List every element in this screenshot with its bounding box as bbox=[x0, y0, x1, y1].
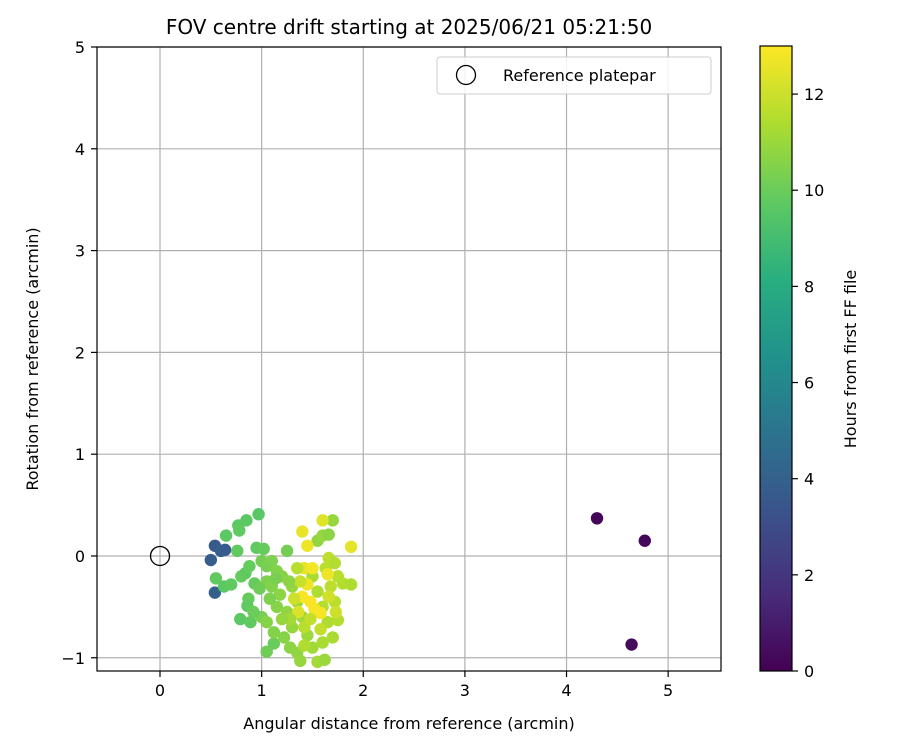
scatter-point bbox=[265, 554, 279, 568]
x-tick-label: 1 bbox=[257, 681, 267, 700]
plot-frame bbox=[96, 46, 722, 672]
colorbar-tick-label: 10 bbox=[804, 181, 824, 200]
scatter-point bbox=[260, 615, 273, 629]
scatter-point bbox=[638, 534, 651, 547]
grid-lines bbox=[97, 46, 721, 671]
scatter-point bbox=[282, 575, 296, 588]
x-axis-label: Angular distance from reference (arcmin) bbox=[243, 714, 574, 733]
scatter-point bbox=[301, 539, 314, 552]
scatter-point bbox=[252, 508, 265, 521]
legend-marker-open-circle bbox=[455, 64, 477, 86]
colorbar-tick-label: 4 bbox=[804, 470, 814, 489]
scatter-point bbox=[322, 590, 335, 603]
scatter-point bbox=[287, 592, 301, 605]
scatter-point bbox=[269, 572, 283, 585]
scatter-point bbox=[204, 553, 218, 567]
scatter-point bbox=[231, 544, 244, 558]
scatter-point bbox=[314, 606, 327, 620]
scatter-point bbox=[243, 559, 256, 573]
legend-label-reference-platepar: Reference platepar bbox=[503, 66, 656, 85]
colorbar: 0 2 4 6 8 10 12 Hours from first FF file bbox=[759, 45, 860, 681]
scatter-point bbox=[314, 623, 327, 636]
legend: Reference platepar bbox=[436, 56, 712, 95]
legend-box bbox=[436, 56, 712, 95]
scatter-point bbox=[257, 542, 270, 556]
colorbar-tick-label: 8 bbox=[804, 277, 814, 296]
y-tick-label: 1 bbox=[75, 445, 85, 464]
scatter-point bbox=[244, 615, 257, 629]
scatter-point bbox=[277, 631, 291, 644]
scatter-point bbox=[298, 639, 311, 652]
y-axis-label: Rotation from reference (arcmin) bbox=[23, 227, 42, 490]
scatter-point bbox=[296, 525, 309, 538]
scatter-point bbox=[304, 612, 317, 626]
scatter-point bbox=[344, 540, 358, 554]
x-tick-label: 5 bbox=[663, 681, 673, 700]
y-tick-label: 4 bbox=[75, 140, 85, 159]
colorbar-tick-label: 2 bbox=[804, 566, 814, 585]
scatter-point bbox=[291, 561, 304, 575]
colorbar-ticks: 0 2 4 6 8 10 12 bbox=[792, 85, 824, 681]
scatter-point bbox=[318, 653, 331, 667]
x-tick-label: 3 bbox=[460, 681, 470, 700]
y-tick-label: 5 bbox=[75, 38, 85, 57]
scatter-point bbox=[275, 612, 289, 626]
colorbar-label: Hours from first FF file bbox=[841, 270, 860, 449]
scatter-point bbox=[326, 631, 339, 644]
colorbar-gradient bbox=[760, 46, 792, 671]
scatter-point bbox=[625, 638, 638, 651]
scatter-point bbox=[322, 528, 335, 541]
scatter-point bbox=[280, 544, 294, 558]
reference-platepar-marker bbox=[149, 545, 171, 567]
x-tick-label: 0 bbox=[155, 681, 165, 700]
y-tick-label: 2 bbox=[75, 343, 85, 362]
scatter-point bbox=[263, 592, 276, 605]
x-tick-label: 2 bbox=[358, 681, 368, 700]
scatter-point bbox=[224, 578, 238, 591]
data-points bbox=[149, 508, 651, 669]
y-tick-label: 0 bbox=[75, 547, 85, 566]
scatter-point bbox=[294, 654, 307, 668]
x-tick-label: 4 bbox=[561, 681, 571, 700]
scatter-point bbox=[328, 556, 342, 570]
y-tick-label: 3 bbox=[75, 242, 85, 261]
scatter-point bbox=[267, 626, 281, 639]
scatter-point bbox=[292, 605, 305, 619]
scatter-point bbox=[219, 529, 233, 542]
scatter-point bbox=[294, 575, 307, 588]
scatter-point bbox=[260, 645, 273, 658]
scatter-point bbox=[326, 514, 339, 527]
scatter-point bbox=[233, 524, 246, 537]
colorbar-tick-label: 6 bbox=[804, 374, 814, 393]
scatter-point bbox=[324, 580, 337, 593]
scatter-point bbox=[316, 514, 329, 527]
scatter-point bbox=[273, 588, 287, 601]
axis-ticks: 0 1 2 3 4 5 −1 0 1 2 3 4 5 bbox=[61, 38, 673, 700]
scatter-point bbox=[270, 600, 284, 614]
scatter-point bbox=[253, 582, 266, 595]
scatter-point bbox=[218, 543, 232, 557]
y-tick-label: −1 bbox=[61, 649, 85, 668]
colorbar-tick-label: 12 bbox=[804, 85, 824, 104]
scatter-point bbox=[590, 512, 604, 525]
scatter-point bbox=[247, 605, 260, 619]
scatter-point bbox=[306, 561, 319, 575]
scatter-point bbox=[321, 568, 334, 581]
scatter-point bbox=[209, 572, 223, 585]
colorbar-tick-label: 0 bbox=[804, 662, 814, 681]
scatter-point bbox=[316, 636, 329, 649]
scatter-point bbox=[344, 578, 358, 591]
scatter-point bbox=[267, 637, 281, 650]
scatter-point bbox=[304, 595, 317, 608]
scatter-point bbox=[234, 612, 247, 626]
scatter-point bbox=[311, 585, 324, 598]
scatter-point bbox=[329, 605, 343, 619]
scatter-point bbox=[208, 586, 222, 599]
colorbar-frame bbox=[759, 45, 793, 672]
chart-title: FOV centre drift starting at 2025/06/21 … bbox=[166, 15, 652, 39]
